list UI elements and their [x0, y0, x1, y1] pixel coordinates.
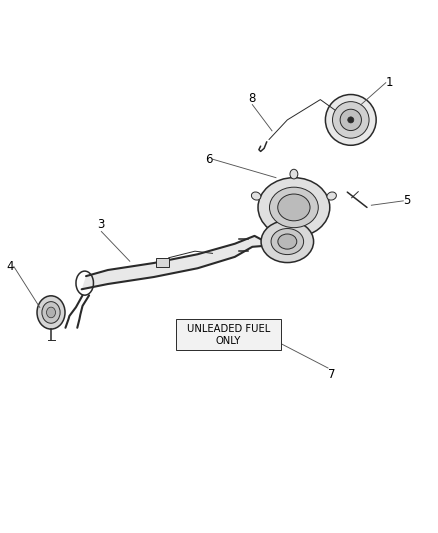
Ellipse shape: [277, 234, 296, 249]
Text: 5: 5: [403, 195, 410, 207]
Ellipse shape: [270, 229, 303, 255]
Circle shape: [339, 109, 360, 131]
Text: 3: 3: [97, 219, 105, 231]
Bar: [175, 319, 280, 350]
Polygon shape: [81, 236, 263, 289]
Ellipse shape: [42, 302, 60, 323]
Text: 4: 4: [6, 260, 14, 273]
Ellipse shape: [46, 307, 55, 318]
Text: 6: 6: [205, 153, 212, 166]
Ellipse shape: [326, 192, 336, 200]
Text: 1: 1: [385, 76, 392, 89]
Bar: [156, 258, 168, 266]
Ellipse shape: [276, 234, 283, 244]
Ellipse shape: [258, 177, 329, 237]
Ellipse shape: [37, 296, 65, 329]
Ellipse shape: [261, 221, 313, 263]
Circle shape: [325, 94, 375, 146]
Ellipse shape: [277, 194, 309, 221]
Text: 8: 8: [248, 92, 255, 104]
Circle shape: [347, 117, 353, 123]
Ellipse shape: [269, 187, 318, 228]
Ellipse shape: [289, 169, 297, 179]
Text: 7: 7: [327, 368, 335, 381]
Text: UNLEADED FUEL: UNLEADED FUEL: [186, 324, 269, 334]
Text: ONLY: ONLY: [215, 336, 240, 346]
Circle shape: [332, 102, 368, 138]
Ellipse shape: [251, 192, 260, 200]
